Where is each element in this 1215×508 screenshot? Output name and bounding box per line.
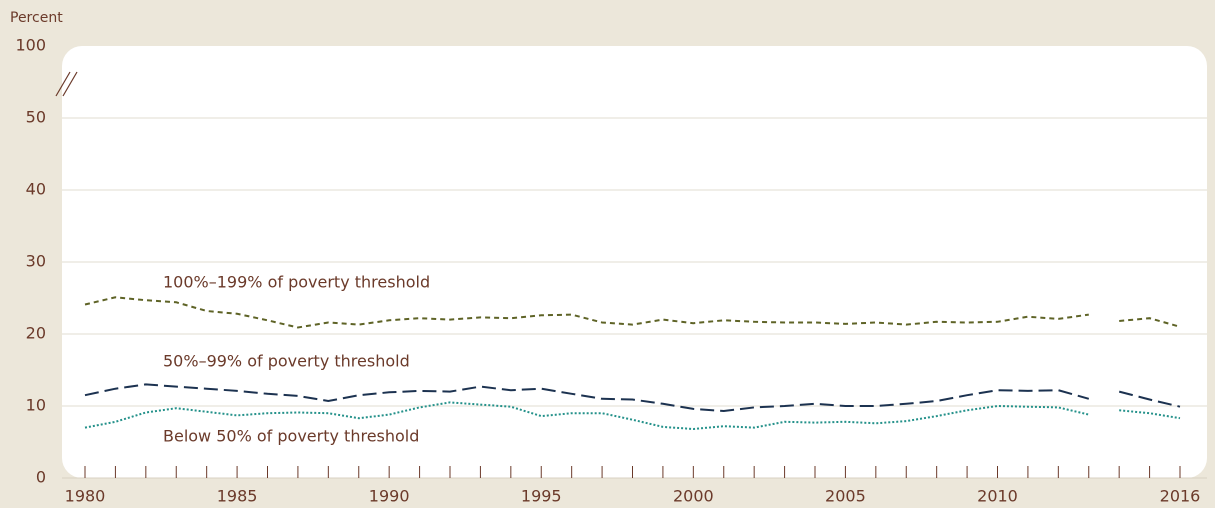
x-tick-label: 1990	[369, 487, 410, 506]
series-label: 100%–199% of poverty threshold	[163, 273, 430, 292]
series-line	[84, 296, 1181, 329]
y-tick-label: 100	[15, 36, 46, 55]
y-tick-label: 0	[36, 468, 46, 487]
series-line	[84, 383, 1181, 413]
y-tick-label: 30	[26, 252, 46, 271]
x-tick-label: 1985	[217, 487, 258, 506]
series-label: Below 50% of poverty threshold	[163, 427, 419, 446]
x-tick-label: 2005	[825, 487, 866, 506]
x-tick-label: 2000	[673, 487, 714, 506]
x-tick-label: 2016	[1160, 487, 1201, 506]
y-axis-label: Percent	[10, 10, 63, 26]
y-tick-label: 20	[26, 324, 46, 343]
x-tick-label: 2010	[977, 487, 1018, 506]
y-tick-label: 40	[26, 180, 46, 199]
x-tick-label: 1980	[65, 487, 106, 506]
axis-break	[55, 71, 78, 97]
series-line	[84, 401, 1181, 431]
y-tick-label: 10	[26, 396, 46, 415]
y-tick-label: 50	[26, 108, 46, 127]
series-label: 50%–99% of poverty threshold	[163, 352, 410, 371]
x-tick-label: 1995	[521, 487, 562, 506]
